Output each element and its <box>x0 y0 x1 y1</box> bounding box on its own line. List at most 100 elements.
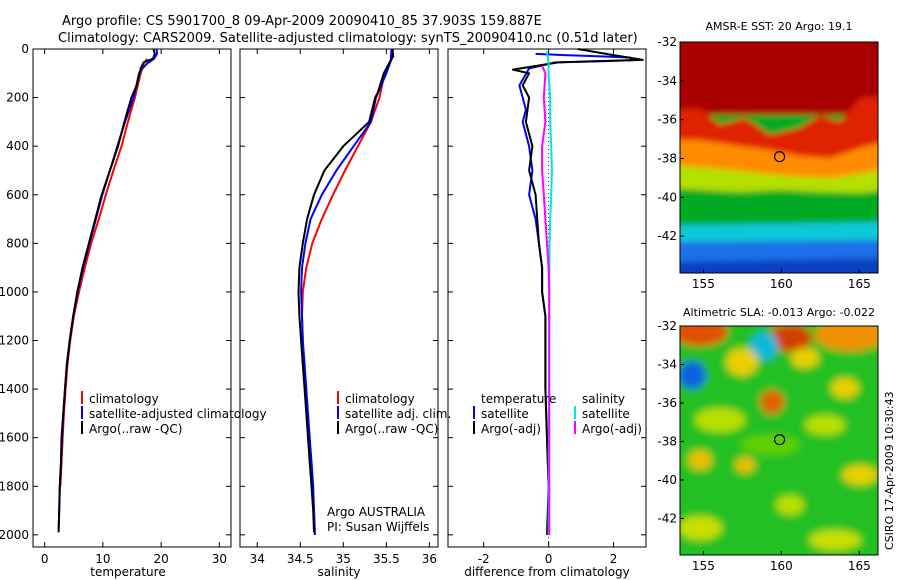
sla-map-panel: Altimetric SLA: -0.013 Argo: -0.022 <box>657 306 879 573</box>
sst-map-panel: AMSR-E SST: 20 Argo: 19.1 155 160 165 -32 -3… <box>657 20 879 291</box>
legend-label-temp-argo: Argo(-adj) <box>481 422 541 436</box>
map-x-tick-label: 155 <box>692 559 715 573</box>
salinity-axes-box <box>239 48 439 548</box>
salinity-lines <box>297 48 395 535</box>
sst-red-band <box>680 96 878 160</box>
csiro-footer: CSIRO 17-Apr-2009 10:30:43 <box>883 391 896 550</box>
series-line-argo <box>57 48 156 533</box>
map-y-tick-label: -34 <box>657 357 677 371</box>
x-tick-label: 0 <box>41 552 49 566</box>
difference-ticks: -2 0 2 <box>448 48 646 566</box>
sla-blob <box>831 378 859 398</box>
salinity-xlabel: salinity <box>317 565 360 579</box>
legend-label-sal-satellite: satellite <box>582 407 630 421</box>
depth-tick-label: 1800 <box>0 479 29 493</box>
legend-title-temperature: temperature <box>481 392 556 406</box>
sla-heatmap <box>680 326 878 555</box>
legend-label-satellite: satellite adj. clim. <box>345 407 451 421</box>
map-y-tick-label: -40 <box>657 473 677 487</box>
sla-map-title: Altimetric SLA: -0.013 Argo: -0.022 <box>683 306 875 319</box>
map-y-tick-label: -36 <box>657 113 677 127</box>
map-y-tick-label: -38 <box>657 151 677 165</box>
x-tick-label: -2 <box>478 552 490 566</box>
sla-blob <box>791 348 819 368</box>
sla-blob <box>805 415 845 435</box>
depth-tick-label: 2000 <box>0 528 29 542</box>
legend-label-sal-argo: Argo(-adj) <box>582 422 642 436</box>
map-y-tick-label: -40 <box>657 190 677 204</box>
sla-blob <box>750 332 778 360</box>
sst-cyan-band <box>680 222 878 245</box>
sla-blob <box>815 326 878 351</box>
sst-deep-blue-band <box>680 258 878 273</box>
map-x-tick-label: 165 <box>848 559 871 573</box>
x-tick-label: 34 <box>250 552 265 566</box>
map-y-tick-label: -42 <box>657 229 677 243</box>
temperature-lines <box>57 48 158 533</box>
series-line-satellite <box>57 48 158 531</box>
map-x-tick-label: 160 <box>770 277 793 291</box>
difference-legend: temperature satellite Argo(-adj) salinit… <box>473 392 642 436</box>
map-x-tick-label: 160 <box>770 559 793 573</box>
sst-heatmap <box>680 42 878 273</box>
figure-title-line2: Climatology: CARS2009. Satellite-adjuste… <box>58 31 638 46</box>
legend-title-salinity: salinity <box>582 392 625 406</box>
depth-tick-label: 1600 <box>0 431 29 445</box>
legend-label-climatology: climatology <box>345 392 415 406</box>
depth-tick-label: 200 <box>6 91 29 105</box>
temperature-axes-box <box>32 48 232 548</box>
depth-tick-label: 1000 <box>0 285 29 299</box>
series-line-argo <box>511 48 644 535</box>
sla-blob <box>740 435 800 455</box>
sla-blob <box>680 516 722 540</box>
map-y-tick-label: -42 <box>657 511 677 525</box>
sst-map-ticks: 155 160 165 -32 -34 -36 -38 -40 -42 <box>657 35 870 291</box>
map-y-tick-label: -34 <box>657 74 677 88</box>
salinity-annotation-line1: Argo AUSTRALIA <box>327 505 426 519</box>
argo-location-marker <box>773 150 786 163</box>
sla-blob <box>768 326 812 352</box>
temperature-ticks: 0 10 20 30 <box>33 48 231 566</box>
difference-panel: -2 0 2 difference from climatology tempera… <box>447 48 647 579</box>
depth-tick-label: 1200 <box>0 334 29 348</box>
x-tick-label: 35.5 <box>373 552 400 566</box>
sst-map-title: AMSR-E SST: 20 Argo: 19.1 <box>705 20 852 33</box>
x-tick-label: 0 <box>545 552 553 566</box>
sla-blob <box>680 361 706 389</box>
legend-label-climatology: climatology <box>89 392 159 406</box>
depth-tick-label: 800 <box>6 236 29 250</box>
legend-label-temp-satellite: satellite <box>481 407 529 421</box>
sla-blob <box>809 530 861 550</box>
x-tick-label: 10 <box>95 552 110 566</box>
salinity-legend: climatology satellite adj. clim. Argo(..… <box>337 391 451 436</box>
map-y-tick-label: -36 <box>657 396 677 410</box>
sst-warm-band <box>680 42 878 115</box>
series-line-salinity_argo <box>541 65 551 535</box>
x-tick-label: 30 <box>212 552 227 566</box>
sla-blob <box>842 465 878 485</box>
x-tick-label: 35 <box>336 552 351 566</box>
map-x-tick-label: 155 <box>692 277 715 291</box>
depth-tick-label: 0 <box>21 42 29 56</box>
sst-map-frame <box>679 41 879 274</box>
depth-tick-label: 600 <box>6 188 29 202</box>
sst-yellow-band <box>680 165 878 193</box>
series-line-argo <box>297 48 395 533</box>
map-x-tick-label: 165 <box>848 277 871 291</box>
temperature-xlabel: temperature <box>90 565 165 579</box>
x-tick-label: 36 <box>422 552 437 566</box>
series-line-satellite <box>300 48 393 535</box>
series-line-climatology <box>301 48 395 535</box>
x-tick-label: 20 <box>153 552 168 566</box>
temperature-panel: 0 10 20 30 temperature climatology satellit… <box>32 48 267 579</box>
map-y-tick-label: -38 <box>657 434 677 448</box>
sla-map-frame <box>679 325 879 556</box>
figure-title-line1: Argo profile: CS 5901700_8 09-Apr-2009 2… <box>62 14 542 29</box>
argo-location-marker <box>773 433 786 446</box>
map-y-tick-label: -32 <box>657 319 677 333</box>
legend-label-argo: Argo(..raw -QC) <box>89 422 182 436</box>
salinity-annotation-line2: PI: Susan Wijffels <box>327 520 429 534</box>
sla-map-ticks: 155 160 165 -32 -34 -36 -38 -40 -42 <box>657 319 870 573</box>
difference-axes-box <box>447 48 647 548</box>
